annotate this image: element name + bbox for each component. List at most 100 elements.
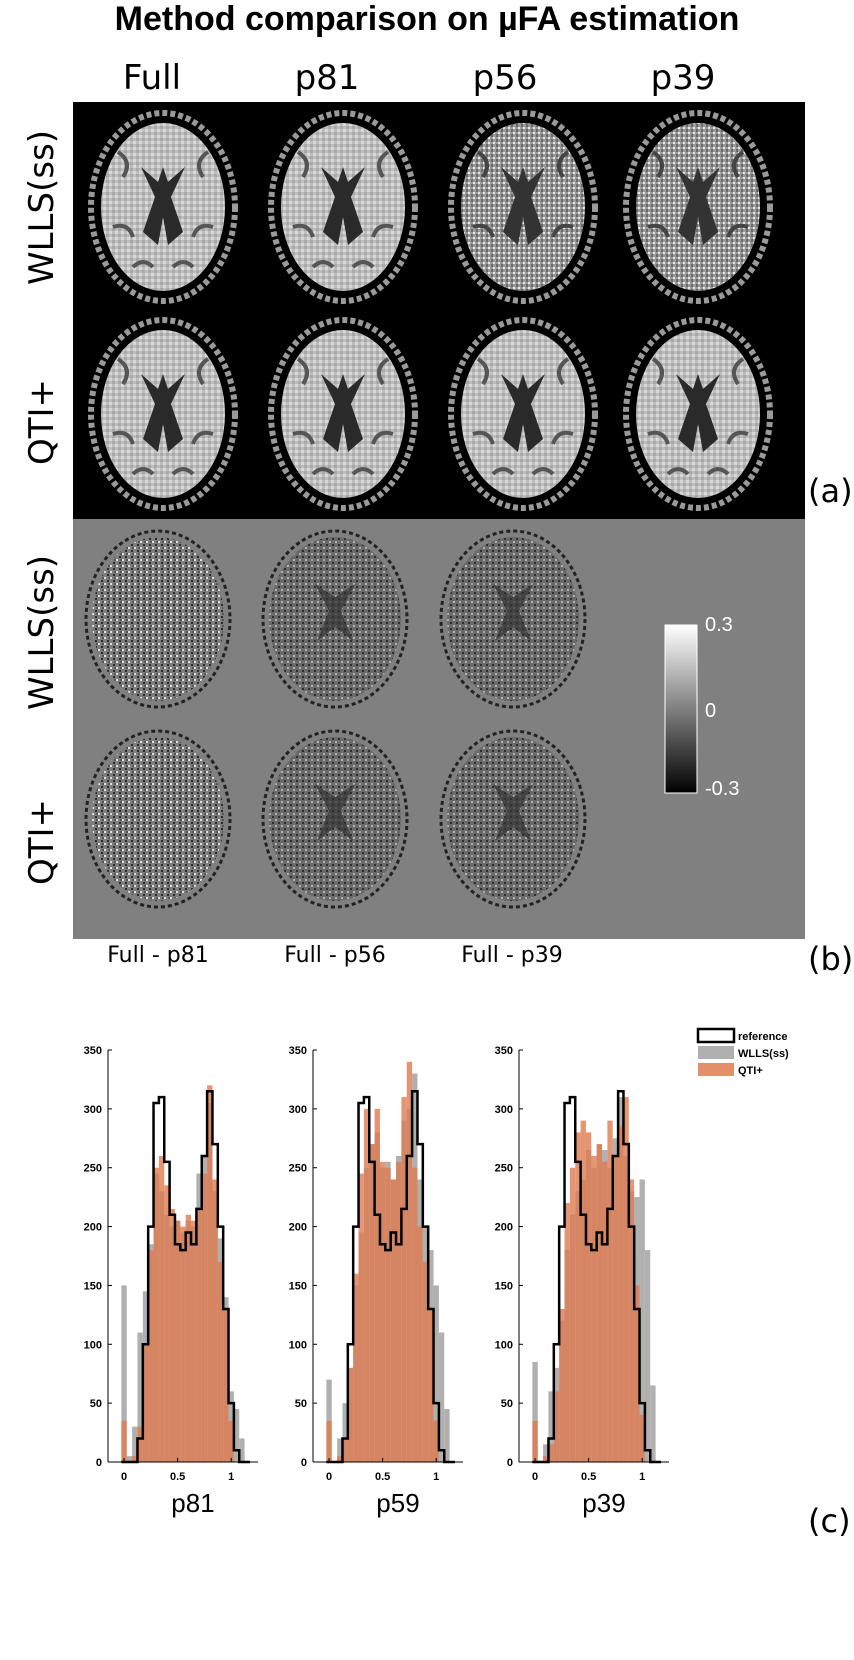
legend-label-wlls: WLLS(ss) <box>738 1048 789 1060</box>
bar-qti <box>217 1261 224 1462</box>
y-tick-label: 50 <box>501 1398 513 1410</box>
y-tick-label: 50 <box>90 1398 102 1410</box>
bar-qti <box>618 1126 624 1462</box>
colorbar <box>664 624 698 794</box>
bar-qti <box>422 1261 429 1462</box>
y-tick-label: 100 <box>495 1339 513 1351</box>
bar-qti <box>353 1273 359 1462</box>
bar-qti <box>412 1167 418 1462</box>
x-axis-label: p81 <box>171 1488 214 1518</box>
bar-wlls <box>137 1332 143 1462</box>
legend-label-qti: QTI+ <box>738 1065 763 1077</box>
y-tick-label: 50 <box>295 1398 307 1410</box>
bar-qti <box>569 1167 576 1462</box>
col-header-full: Full <box>122 58 182 98</box>
bar-wlls <box>121 1285 127 1462</box>
x-tick-label: 1 <box>228 1471 234 1483</box>
bar-qti <box>164 1185 170 1462</box>
histogram-p39: 0 50 100 150 200 250 300 350 0 0.5 1 p39 <box>495 1045 669 1518</box>
bar-wlls <box>132 1426 138 1462</box>
bar-qti <box>433 1420 439 1462</box>
bar-wlls <box>543 1444 549 1462</box>
bar-qti <box>532 1420 538 1462</box>
bar-qti <box>401 1097 407 1462</box>
bar-wlls <box>532 1361 538 1462</box>
reference-outline <box>326 1089 455 1464</box>
bar-qti <box>191 1220 197 1462</box>
y-tick-label: 350 <box>495 1045 513 1057</box>
x-tick-label: 1 <box>639 1471 645 1483</box>
col-header-p56: p56 <box>472 58 538 98</box>
col-header-p39: p39 <box>650 58 716 98</box>
bar-qti <box>169 1208 175 1462</box>
bar-qti <box>585 1132 592 1462</box>
x-tick-label: 0.5 <box>170 1471 185 1483</box>
colorbar-max-label: 0.3 <box>705 614 733 636</box>
histogram-p81: 0 50 100 150 200 250 300 350 0 0.5 1 p81 <box>84 1045 258 1518</box>
y-tick-label: 200 <box>495 1222 513 1234</box>
diff-label-p81: Full - p81 <box>107 943 209 968</box>
colorbar-mid-label: 0 <box>705 700 716 722</box>
y-tick-label: 0 <box>96 1457 102 1469</box>
y-tick-label: 250 <box>495 1163 513 1175</box>
bar-qti <box>347 1367 354 1462</box>
row-label-a-qti: QTI+ <box>22 378 62 465</box>
y-tick-label: 300 <box>289 1104 307 1116</box>
y-tick-label: 350 <box>289 1045 307 1057</box>
bar-qti <box>142 1344 149 1462</box>
legend-swatch-reference <box>696 1027 736 1044</box>
bar-qti <box>575 1132 581 1462</box>
bar-qti <box>342 1438 348 1462</box>
bar-qti <box>228 1420 234 1462</box>
bar-wlls <box>126 1456 133 1462</box>
bar-qti <box>132 1456 138 1462</box>
bar-qti <box>153 1167 159 1462</box>
bar-wlls <box>438 1332 445 1462</box>
y-tick-label: 0 <box>507 1457 513 1469</box>
y-tick-label: 100 <box>289 1339 307 1351</box>
x-tick-label: 0 <box>326 1471 332 1483</box>
bar-qti <box>337 1456 343 1462</box>
panel-b-difference-maps: 0.3 0 -0.3 <box>73 519 805 939</box>
bar-qti <box>623 1097 629 1462</box>
x-tick-label: 0.5 <box>581 1471 596 1483</box>
panel-b-label: (b) <box>808 940 854 978</box>
bar-qti <box>379 1161 386 1462</box>
bar-qti <box>326 1420 332 1462</box>
panel-a-label: (a) <box>808 472 853 510</box>
bar-qti <box>374 1108 380 1462</box>
bar-qti <box>559 1308 565 1462</box>
bar-qti <box>628 1179 635 1462</box>
x-tick-label: 0 <box>121 1471 127 1483</box>
y-tick-label: 0 <box>301 1457 307 1469</box>
bar-qti <box>591 1155 597 1462</box>
bar-wlls <box>433 1285 439 1462</box>
row-label-b-qti: QTI+ <box>22 798 62 885</box>
y-tick-label: 250 <box>84 1163 102 1175</box>
bar-qti <box>201 1173 208 1462</box>
y-tick-label: 150 <box>84 1280 102 1292</box>
x-axis-label: p59 <box>376 1488 419 1518</box>
y-tick-label: 200 <box>289 1222 307 1234</box>
bar-qti <box>428 1308 434 1462</box>
bar-qti <box>639 1414 645 1462</box>
panel-c-label: (c) <box>808 1502 851 1540</box>
bar-wlls <box>233 1409 240 1462</box>
figure-title: Method comparison on µFA estimation <box>114 0 740 38</box>
bar-qti <box>385 1167 391 1462</box>
legend-label-reference: reference <box>738 1031 788 1043</box>
y-tick-label: 100 <box>84 1339 102 1351</box>
bar-qti <box>596 1144 603 1462</box>
bar-wlls <box>337 1438 343 1462</box>
bar-qti <box>602 1161 608 1462</box>
bar-wlls <box>444 1409 450 1462</box>
bar-qti <box>612 1155 619 1462</box>
bar-qti <box>207 1085 213 1462</box>
bar-qti <box>180 1226 186 1462</box>
bar-wlls <box>239 1438 245 1462</box>
bar-qti <box>148 1250 154 1462</box>
colorbar-min-label: -0.3 <box>705 778 739 800</box>
bar-wlls <box>650 1385 656 1462</box>
bar-qti <box>580 1120 586 1462</box>
